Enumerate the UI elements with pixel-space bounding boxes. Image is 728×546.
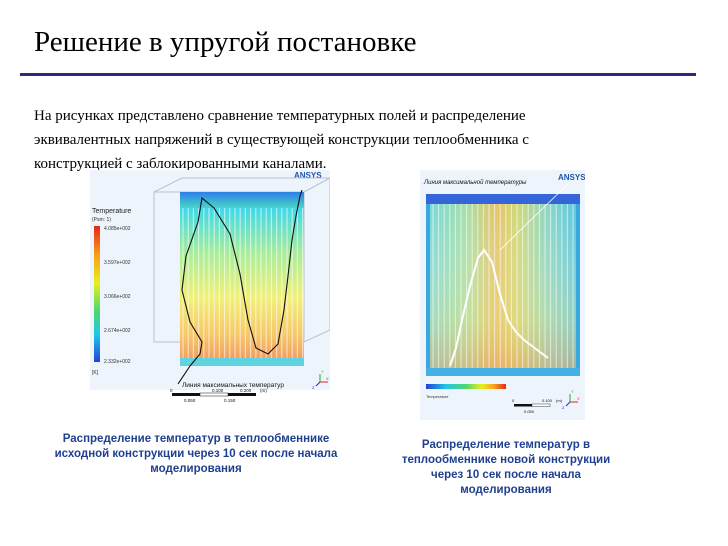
channel-lines xyxy=(182,208,304,358)
curve-label: Линия максимальных температур xyxy=(182,382,284,389)
axis-y-label: Y xyxy=(571,389,574,394)
slide-body-text: На рисунках представлено сравнение темпе… xyxy=(34,104,654,176)
legend-colorbar xyxy=(426,384,506,389)
caption-right-line-4: моделирования xyxy=(460,484,552,496)
legend-value-3: 3.066e+002 xyxy=(104,294,131,300)
caption-original-design: Распределение температур в теплообменник… xyxy=(36,432,356,477)
axis-y-label: Y xyxy=(321,369,324,374)
curve-label-leader xyxy=(499,181,571,251)
scale-unit: (m) xyxy=(260,388,267,393)
scale-bar: 0 0.100 0.200 (m) 0.050 0.150 xyxy=(170,388,267,403)
slide-title: Решение в упругой постановке xyxy=(34,26,417,58)
ansys-logo: ANSYS xyxy=(294,171,322,180)
caption-new-design: Распределение температур в теплообменник… xyxy=(392,438,620,498)
scale-tick-3: 0.050 xyxy=(184,398,196,403)
curve-label: Линия максимальной температуры xyxy=(423,179,527,186)
caption-right-line-2: теплообменнике новой конструкции xyxy=(401,454,611,466)
figure-new-design: ANSYS Линия максимальной температуры Tem… xyxy=(420,170,586,420)
legend-title: Temperature xyxy=(92,208,131,215)
max-temperature-curve xyxy=(449,248,549,367)
scale-tick-2: 0.200 xyxy=(240,388,252,393)
caption-left-line-3: моделирования xyxy=(150,463,242,475)
body-line-3: конструкцией с заблокированными каналами… xyxy=(34,156,327,172)
title-divider xyxy=(20,73,696,76)
caption-left-line-2: исходной конструкции через 10 сек после … xyxy=(54,448,338,460)
axis-triad: X Y Z xyxy=(312,369,329,390)
original-temperature-field: ANSYS Temperature (Psm: 1) 4.085e+002 3.… xyxy=(90,170,331,403)
legend-subtitle: (Psm: 1) xyxy=(92,217,111,223)
legend-unit: [K] xyxy=(92,370,99,376)
bottom-collector xyxy=(180,358,304,366)
scale-tick-0: 0 xyxy=(170,388,173,393)
legend-value-2: 3.597e+002 xyxy=(104,260,131,266)
axis-z-label: Z xyxy=(312,385,315,390)
legend-value-1: 4.085e+002 xyxy=(104,226,131,232)
scale-tick-0: 0 xyxy=(512,398,515,403)
header-channel xyxy=(180,192,304,208)
axis-x-label: X xyxy=(326,376,329,381)
scale-tick-1: 0.100 xyxy=(212,388,224,393)
channel-lines xyxy=(432,204,574,368)
temperature-legend: Temperature (Psm: 1) 4.085e+002 3.597e+0… xyxy=(92,208,131,376)
axis-triad: X Y Z xyxy=(562,389,580,410)
ansys-logo-text: ANSYS xyxy=(294,171,322,180)
legend-value-4: 2.674e+002 xyxy=(104,328,131,334)
new-design-temperature-field: ANSYS Линия максимальной температуры Tem… xyxy=(420,170,586,420)
caption-right-line-1: Распределение температур в xyxy=(421,439,591,451)
axis-z-label: Z xyxy=(562,405,565,410)
figure-original-design: ANSYS Temperature (Psm: 1) 4.085e+002 3.… xyxy=(90,170,331,410)
axis-x-label: X xyxy=(577,396,580,401)
legend-value-5: 2.332e+002 xyxy=(104,359,131,365)
body-line-1: На рисунках представлено сравнение темпе… xyxy=(34,108,526,124)
ansys-logo: ANSYS xyxy=(558,173,586,182)
caption-left-line-1: Распределение температур в теплообменник… xyxy=(62,433,330,445)
top-collector xyxy=(426,194,580,204)
scale-tick-4: 0.150 xyxy=(224,398,236,403)
caption-right-line-3: через 10 сек после начала xyxy=(431,469,581,481)
scale-bar: 0 0.100 (m) 0.050 xyxy=(512,398,563,414)
temperature-legend: Temperature xyxy=(426,384,506,399)
scale-tick-1: 0.100 xyxy=(542,398,553,403)
max-temperature-curve xyxy=(177,189,303,385)
legend-colorbar xyxy=(94,226,100,362)
body-line-2: эквивалентных напряжений в существующей … xyxy=(34,132,529,148)
bottom-collector xyxy=(426,368,580,376)
ansys-logo-text: ANSYS xyxy=(558,173,585,182)
scale-unit: (m) xyxy=(556,398,563,403)
scale-tick-2: 0.050 xyxy=(524,409,535,414)
legend-label: Temperature xyxy=(426,394,449,399)
